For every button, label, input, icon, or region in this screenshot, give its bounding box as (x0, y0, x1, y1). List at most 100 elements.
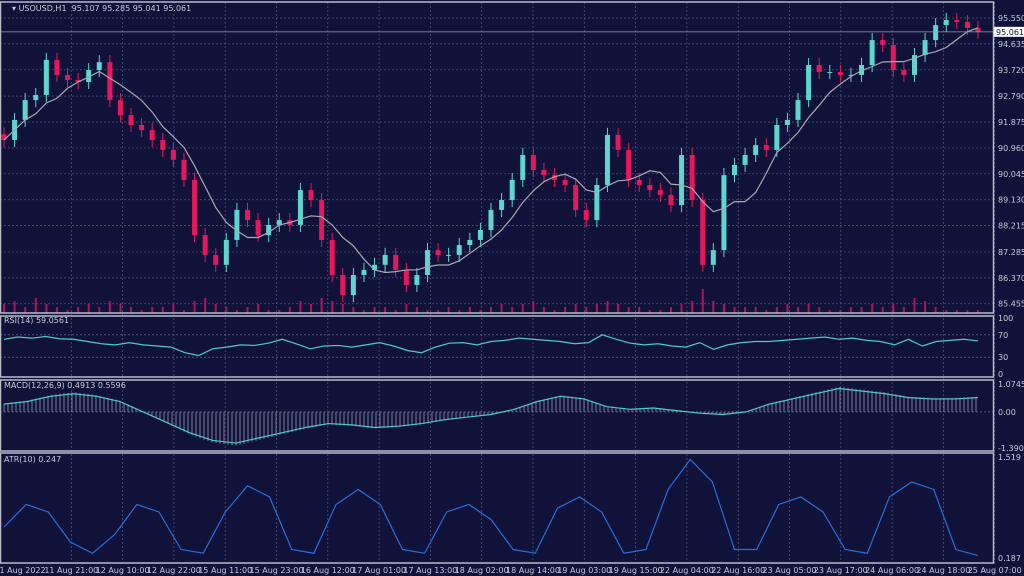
moving-average-line (3, 27, 979, 274)
candle-body (308, 190, 314, 201)
volume-bar (77, 307, 80, 313)
volume-bar (24, 307, 27, 313)
volume-bar (638, 307, 641, 313)
candle-body (435, 250, 441, 255)
candle-body (668, 194, 674, 206)
candle-body (382, 254, 388, 265)
volume-bar (384, 307, 387, 313)
volume-bar (733, 307, 736, 313)
rsi-tick-label: 0 (998, 370, 1003, 379)
candle-body (372, 264, 378, 270)
candle-body (848, 74, 854, 76)
volume-bar (3, 304, 5, 313)
volume-bar (204, 298, 207, 313)
time-tick-label: 11 Aug 2022 (0, 566, 46, 575)
volume-bar (765, 310, 768, 313)
volume-bar (754, 307, 757, 313)
candle-body (456, 245, 462, 255)
volume-bar (437, 310, 440, 313)
time-tick-label: 24 Aug 06:00 (865, 566, 919, 575)
volume-bar (595, 304, 598, 313)
volume-bar (828, 310, 831, 313)
atr-tick-label: 1.519 (998, 453, 1021, 462)
volume-bar (669, 307, 672, 313)
candle-body (943, 19, 949, 26)
macd-tick-label: 0.00 (998, 408, 1016, 417)
volume-bar (214, 304, 217, 313)
candle-body (414, 275, 420, 285)
volume-bar (627, 307, 630, 313)
candle-body (689, 155, 695, 201)
volume-bar (775, 307, 778, 313)
volume-bar (479, 310, 482, 313)
symbol-dropdown-icon[interactable]: ▾ (12, 4, 17, 13)
symbol-label: USOUSD,H1 (18, 4, 67, 13)
volume-bar (786, 304, 789, 313)
candle-body (393, 254, 399, 270)
volume-bar (585, 307, 588, 313)
price-tick-label: 92.790 (998, 92, 1024, 101)
candle-body (276, 220, 282, 225)
volume-bar (45, 304, 48, 313)
candle-body (806, 64, 812, 101)
volume-bar (267, 310, 270, 313)
volume-bar (807, 304, 810, 313)
candle-body (350, 275, 356, 296)
candle-body (911, 55, 917, 75)
volume-bar (34, 298, 37, 313)
candle-body (700, 200, 706, 265)
volume-bar (722, 304, 725, 313)
volume-bar (246, 307, 249, 313)
volume-bar (13, 301, 16, 313)
volume-bar (924, 301, 927, 313)
time-tick-label: 22 Aug 04:00 (660, 566, 714, 575)
candle-body (107, 62, 113, 101)
candle-body (424, 250, 430, 276)
price-tick-label: 94.635 (998, 40, 1024, 49)
candle-body (488, 209, 494, 231)
volume-bar (532, 301, 535, 313)
time-tick-label: 12 Aug 22:00 (147, 566, 201, 575)
rsi-line (3, 334, 979, 357)
candle-body (192, 179, 198, 236)
candle-body (319, 200, 325, 240)
volume-bar (691, 301, 694, 313)
candle-body (763, 145, 769, 150)
pane-border (0, 452, 995, 564)
candle-body (679, 155, 685, 206)
time-tick-label: 23 Aug 17:00 (814, 566, 868, 575)
volume-bar (331, 301, 334, 313)
volume-bar (542, 307, 545, 313)
last-price-tag (994, 26, 1024, 37)
candle-body (583, 209, 589, 221)
volume-bar (701, 289, 704, 313)
candle-body (964, 21, 970, 28)
candle-body (477, 230, 483, 240)
macd-tick-label: 1.0745 (998, 380, 1024, 389)
volume-bar (320, 298, 323, 313)
volume-bar (299, 301, 302, 313)
candle-body (880, 40, 886, 45)
volume-bar (161, 307, 164, 313)
price-tick-label: 87.285 (998, 248, 1024, 257)
candle-body (954, 19, 960, 22)
volume-bar (617, 304, 620, 313)
volume-bar (288, 307, 291, 313)
volume-bar (352, 307, 355, 313)
candle-body (128, 115, 134, 125)
candle-body (329, 239, 335, 276)
volume-bar (130, 307, 133, 313)
candle-body (594, 185, 600, 221)
volume-bar (977, 310, 979, 313)
time-tick-label: 16 Aug 12:00 (301, 566, 355, 575)
candle-body (647, 185, 653, 191)
candle-body (234, 209, 240, 240)
candle-body (117, 100, 123, 116)
time-tick-label: 25 Aug 07:00 (968, 566, 1022, 575)
time-tick-label: 23 Aug 05:00 (763, 566, 817, 575)
volume-bar (892, 304, 895, 313)
chart-title: ▾ USOUSD,H1 95.107 95.285 95.041 95.061 (12, 4, 191, 13)
candle-body (530, 155, 536, 171)
volume-bar (362, 310, 365, 313)
